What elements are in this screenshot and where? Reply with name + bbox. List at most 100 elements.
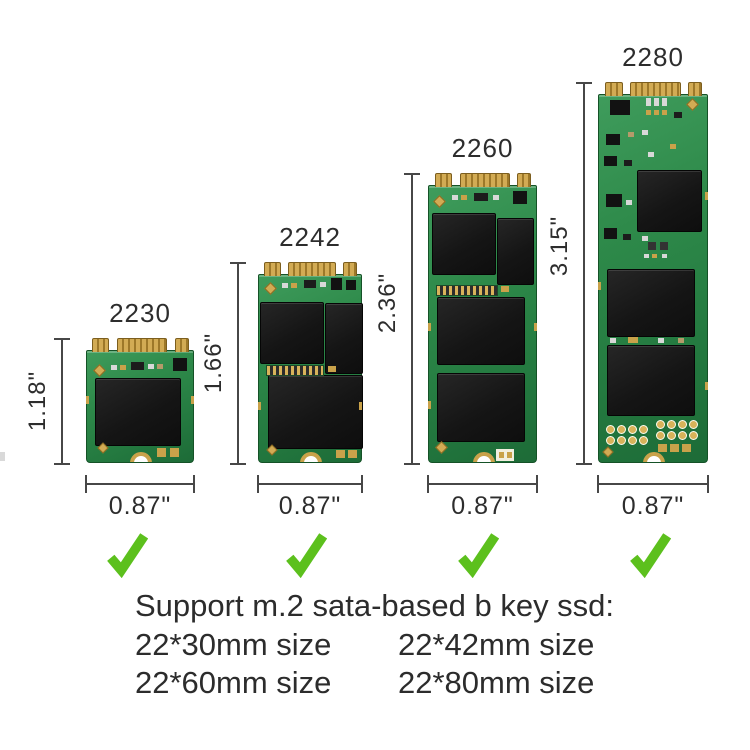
nand-chip bbox=[437, 373, 525, 442]
height-dimension-label: 2.36" bbox=[374, 272, 401, 334]
smd-component bbox=[191, 396, 194, 404]
width-dimension-line bbox=[597, 475, 709, 493]
edge-artifact bbox=[0, 452, 5, 461]
nand-chip bbox=[497, 218, 534, 285]
caption-sizes-row-2: 22*60mm size 22*80mm size bbox=[135, 664, 614, 702]
smd-component bbox=[610, 338, 616, 343]
width-dimension-label: 0.87" bbox=[278, 492, 342, 520]
smd-component bbox=[461, 195, 467, 200]
gold-pad bbox=[639, 425, 648, 434]
gold-pad bbox=[628, 425, 637, 434]
gold-finger bbox=[175, 338, 189, 352]
smd-component bbox=[606, 194, 622, 207]
gold-finger bbox=[92, 338, 109, 352]
height-dimension-label: 1.18" bbox=[24, 370, 51, 431]
smd-component bbox=[642, 236, 648, 241]
smd-component bbox=[598, 282, 601, 290]
smd-component bbox=[336, 450, 345, 458]
width-dimension-line bbox=[427, 475, 538, 493]
checkmark-icon bbox=[286, 533, 327, 578]
screw-notch bbox=[472, 452, 495, 462]
card-size-label: 2280 bbox=[622, 42, 684, 72]
smd-component bbox=[452, 195, 458, 200]
smd-component bbox=[320, 282, 326, 287]
smd-component bbox=[348, 450, 357, 458]
solder-pad-strip bbox=[436, 285, 498, 296]
caption-title: Support m.2 sata-based b key ssd: bbox=[135, 588, 615, 623]
smd-component bbox=[604, 156, 617, 166]
smd-component bbox=[654, 110, 659, 115]
smd-component bbox=[474, 193, 488, 201]
smd-component bbox=[534, 323, 537, 331]
gold-pad bbox=[689, 431, 698, 440]
width-dimension-label: 0.87" bbox=[108, 492, 172, 520]
gold-pad bbox=[606, 436, 615, 445]
smd-component bbox=[662, 254, 667, 258]
size-22x80: 22*80mm size bbox=[398, 665, 595, 700]
smd-component bbox=[513, 191, 527, 204]
smd-component bbox=[658, 338, 664, 343]
gold-pad bbox=[678, 431, 687, 440]
smd-component bbox=[682, 444, 691, 452]
smd-component bbox=[328, 366, 336, 372]
smd-component bbox=[652, 254, 657, 258]
smd-component bbox=[131, 362, 144, 370]
nand-chip bbox=[325, 303, 363, 374]
smd-component bbox=[628, 337, 638, 343]
smd-component bbox=[670, 444, 679, 452]
gold-pad bbox=[93, 364, 106, 377]
height-dimension-label: 1.66" bbox=[200, 332, 227, 393]
nand-chip bbox=[437, 297, 525, 365]
smd-component bbox=[662, 98, 667, 106]
gold-pad bbox=[617, 425, 626, 434]
gold-finger bbox=[343, 262, 357, 276]
card-size-label: 2260 bbox=[451, 133, 514, 163]
smd-component bbox=[496, 449, 514, 461]
pcb-substrate bbox=[598, 94, 708, 463]
smd-component bbox=[157, 448, 166, 457]
smd-component bbox=[626, 200, 632, 205]
gold-pad bbox=[433, 195, 446, 208]
smd-component bbox=[610, 100, 630, 115]
ssd-pcb bbox=[86, 338, 194, 463]
card-size-label: 2230 bbox=[109, 298, 171, 328]
smd-component bbox=[304, 280, 316, 288]
smd-component bbox=[646, 98, 651, 106]
gold-pad bbox=[686, 98, 699, 111]
gold-pad bbox=[264, 282, 277, 295]
nand-chip bbox=[607, 269, 695, 337]
smd-component bbox=[678, 338, 684, 343]
smd-component bbox=[170, 448, 179, 457]
smd-component bbox=[628, 132, 634, 137]
smd-component bbox=[111, 365, 117, 370]
gold-finger bbox=[117, 338, 167, 352]
smd-component bbox=[674, 112, 682, 118]
controller-chip bbox=[637, 170, 702, 232]
height-dimension-line bbox=[54, 338, 70, 465]
gold-pad bbox=[435, 441, 448, 454]
gold-pad bbox=[678, 420, 687, 429]
checkmark-icon bbox=[458, 533, 499, 578]
smd-component bbox=[623, 234, 631, 240]
height-dimension-line bbox=[576, 82, 592, 465]
gold-pad bbox=[266, 444, 278, 456]
gold-finger bbox=[288, 262, 336, 276]
gold-finger bbox=[688, 82, 702, 96]
smd-component bbox=[648, 242, 656, 250]
smd-component bbox=[120, 365, 126, 370]
smd-component bbox=[705, 382, 708, 390]
smd-component bbox=[507, 452, 512, 458]
gold-finger bbox=[264, 262, 281, 276]
size-22x42: 22*42mm size bbox=[398, 627, 595, 662]
smd-component bbox=[604, 228, 617, 239]
screw-notch bbox=[300, 452, 322, 462]
ssd-pcb bbox=[598, 82, 708, 463]
smd-component bbox=[493, 195, 499, 200]
smd-component bbox=[359, 402, 362, 410]
screw-notch bbox=[643, 452, 665, 462]
height-dimension-line bbox=[404, 173, 420, 465]
smd-component bbox=[501, 286, 509, 292]
ssd-pcb bbox=[428, 173, 537, 463]
width-dimension-label: 0.87" bbox=[621, 492, 685, 520]
